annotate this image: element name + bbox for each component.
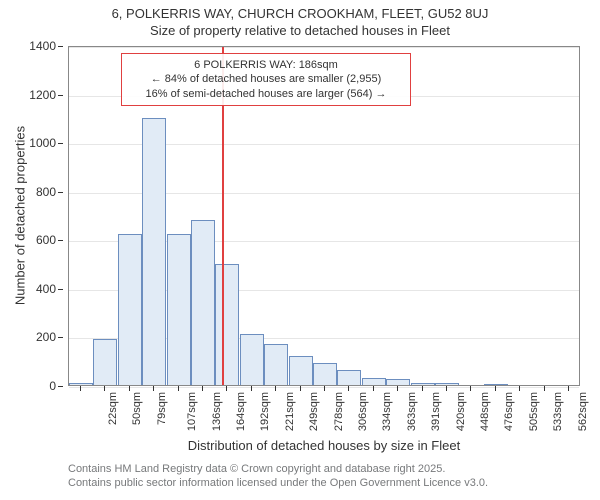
y-tick-mark: [58, 240, 63, 241]
x-tick-mark: [251, 386, 252, 391]
x-tick-label: 448sqm: [479, 392, 491, 431]
x-tick-mark: [153, 386, 154, 391]
x-tick-mark: [104, 386, 105, 391]
y-tick-mark: [58, 386, 63, 387]
y-tick-label: 400: [36, 282, 56, 296]
y-tick-label: 1000: [29, 136, 56, 150]
x-tick-label: 334sqm: [381, 392, 393, 431]
x-tick-label: 476sqm: [503, 392, 515, 431]
x-tick-label: 164sqm: [235, 392, 247, 431]
x-tick-label: 107sqm: [186, 392, 198, 431]
x-tick-mark: [544, 386, 545, 391]
title-line1: 6, POLKERRIS WAY, CHURCH CROOKHAM, FLEET…: [112, 6, 489, 21]
y-tick-label: 1200: [29, 88, 56, 102]
y-tick-mark: [58, 95, 63, 96]
x-tick-label: 505sqm: [528, 392, 540, 431]
y-tick-label: 0: [49, 379, 56, 393]
x-tick-label: 22sqm: [107, 392, 119, 425]
x-tick-label: 221sqm: [284, 392, 296, 431]
x-tick-mark: [226, 386, 227, 391]
plot-area: 6 POLKERRIS WAY: 186sqm ← 84% of detache…: [68, 46, 580, 386]
histogram-bar: [313, 363, 337, 385]
y-tick-mark: [58, 192, 63, 193]
histogram-bar: [118, 234, 142, 385]
x-tick-mark: [568, 386, 569, 391]
gridline: [69, 47, 579, 48]
x-tick-mark: [495, 386, 496, 391]
histogram-bar: [362, 378, 386, 385]
histogram-bar: [215, 264, 239, 385]
x-tick-mark: [202, 386, 203, 391]
x-tick-label: 136sqm: [211, 392, 223, 431]
histogram-bar: [191, 220, 215, 385]
histogram-bar: [167, 234, 191, 385]
histogram-bar: [484, 384, 508, 385]
x-tick-label: 562sqm: [577, 392, 589, 431]
y-tick-label: 800: [36, 185, 56, 199]
y-tick-label: 600: [36, 233, 56, 247]
histogram-bar: [142, 118, 166, 385]
x-tick-mark: [446, 386, 447, 391]
x-tick-mark: [373, 386, 374, 391]
x-tick-label: 79sqm: [156, 392, 168, 425]
histogram-bar: [69, 383, 93, 385]
x-tick-mark: [519, 386, 520, 391]
annotation-line2: ← 84% of detached houses are smaller (2,…: [128, 72, 404, 86]
x-tick-label: 249sqm: [308, 392, 320, 431]
histogram-bar: [93, 339, 117, 385]
histogram-bar: [337, 370, 361, 385]
histogram-bar: [435, 383, 459, 385]
title-line2: Size of property relative to detached ho…: [150, 23, 450, 38]
x-axis-label: Distribution of detached houses by size …: [68, 438, 580, 453]
histogram-bar: [411, 383, 435, 385]
x-tick-label: 192sqm: [259, 392, 271, 431]
x-tick-mark: [300, 386, 301, 391]
x-tick-mark: [80, 386, 81, 391]
chart-title: 6, POLKERRIS WAY, CHURCH CROOKHAM, FLEET…: [0, 0, 600, 40]
histogram-bar: [289, 356, 313, 385]
x-tick-label: 391sqm: [430, 392, 442, 431]
x-tick-label: 278sqm: [333, 392, 345, 431]
y-tick-mark: [58, 337, 63, 338]
footer-line2: Contains public sector information licen…: [68, 476, 488, 490]
x-tick-mark: [178, 386, 179, 391]
annotation-box: 6 POLKERRIS WAY: 186sqm ← 84% of detache…: [121, 53, 411, 106]
x-tick-label: 50sqm: [131, 392, 143, 425]
annotation-line1: 6 POLKERRIS WAY: 186sqm: [128, 58, 404, 72]
chart-container: { "title_line1": "6, POLKERRIS WAY, CHUR…: [0, 0, 600, 500]
y-tick-mark: [58, 46, 63, 47]
x-tick-mark: [348, 386, 349, 391]
x-tick-label: 533sqm: [552, 392, 564, 431]
y-tick-label: 1400: [29, 39, 56, 53]
x-tick-label: 420sqm: [455, 392, 467, 431]
x-tick-labels: 22sqm 50sqm 79sqm 107sqm 136sqm 164sqm 192sqm 2…: [68, 388, 580, 438]
annotation-line3: 16% of semi-detached houses are larger (…: [128, 87, 404, 101]
attribution-footer: Contains HM Land Registry data © Crown c…: [68, 462, 488, 491]
y-tick-label: 200: [36, 330, 56, 344]
x-tick-label: 363sqm: [406, 392, 418, 431]
x-tick-mark: [324, 386, 325, 391]
histogram-bar: [386, 379, 410, 385]
footer-line1: Contains HM Land Registry data © Crown c…: [68, 462, 488, 476]
y-tick-mark: [58, 143, 63, 144]
y-tick-mark: [58, 289, 63, 290]
histogram-bar: [240, 334, 264, 385]
x-tick-mark: [470, 386, 471, 391]
histogram-bar: [264, 344, 288, 385]
y-tick-labels: 0200400600800100012001400: [0, 46, 62, 386]
x-tick-mark: [129, 386, 130, 391]
x-tick-mark: [397, 386, 398, 391]
x-tick-mark: [275, 386, 276, 391]
x-tick-label: 306sqm: [357, 392, 369, 431]
x-tick-mark: [422, 386, 423, 391]
